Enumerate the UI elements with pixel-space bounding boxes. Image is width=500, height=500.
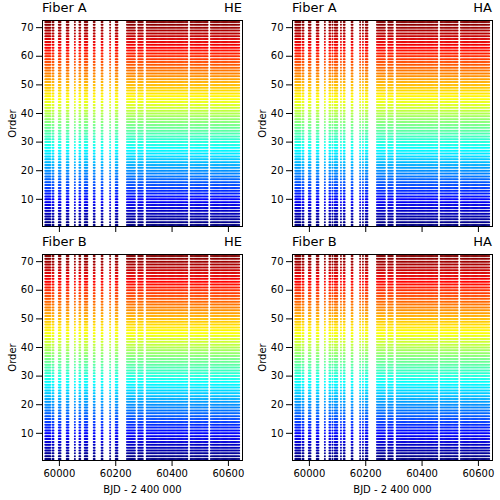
svg-text:70: 70 (271, 256, 284, 267)
svg-text:60: 60 (21, 50, 34, 61)
svg-text:Order: Order (257, 342, 268, 371)
svg-text:60400: 60400 (406, 468, 438, 479)
html-text:Fiber A: Fiber A (42, 0, 87, 15)
svg-text:40: 40 (21, 108, 34, 119)
svg-text:30: 30 (271, 370, 284, 381)
svg-text:30: 30 (21, 370, 34, 381)
svg-text:BJD - 2 400 000: BJD - 2 400 000 (353, 484, 431, 495)
svg-text:70: 70 (21, 22, 34, 33)
svg-text:70: 70 (271, 22, 284, 33)
svg-text:60: 60 (271, 50, 284, 61)
svg-text:20: 20 (271, 399, 284, 410)
html-text:Fiber B: Fiber B (42, 234, 87, 249)
svg-text:Order: Order (257, 108, 268, 137)
svg-text:BJD - 2 400 000: BJD - 2 400 000 (103, 484, 181, 495)
svg-text:40: 40 (21, 342, 34, 353)
svg-text:10: 10 (21, 194, 34, 205)
html-text:HE: HE (224, 0, 242, 15)
html-text:HA: HA (473, 234, 492, 249)
html-text:Fiber B: Fiber B (292, 234, 337, 249)
svg-text:20: 20 (21, 165, 34, 176)
svg-text:60200: 60200 (100, 468, 132, 479)
svg-text:50: 50 (21, 79, 34, 90)
svg-text:50: 50 (271, 79, 284, 90)
svg-text:20: 20 (271, 165, 284, 176)
svg-text:10: 10 (21, 428, 34, 439)
html-text:HA: HA (473, 0, 492, 15)
svg-text:40: 40 (271, 108, 284, 119)
html-text:Fiber A: Fiber A (292, 0, 337, 15)
svg-text:20: 20 (21, 399, 34, 410)
svg-text:Order: Order (7, 342, 18, 371)
html-text:HE: HE (224, 234, 242, 249)
svg-text:70: 70 (21, 256, 34, 267)
svg-text:60600: 60600 (463, 468, 495, 479)
svg-text:50: 50 (21, 313, 34, 324)
svg-text:60600: 60600 (213, 468, 245, 479)
svg-text:10: 10 (271, 194, 284, 205)
svg-text:50: 50 (271, 313, 284, 324)
svg-text:60: 60 (21, 284, 34, 295)
svg-text:40: 40 (271, 342, 284, 353)
svg-text:60000: 60000 (43, 468, 75, 479)
svg-text:60: 60 (271, 284, 284, 295)
svg-text:60000: 60000 (293, 468, 325, 479)
svg-text:Order: Order (7, 108, 18, 137)
svg-text:10: 10 (271, 428, 284, 439)
svg-text:60200: 60200 (350, 468, 382, 479)
svg-text:60400: 60400 (156, 468, 188, 479)
svg-text:30: 30 (271, 136, 284, 147)
svg-text:30: 30 (21, 136, 34, 147)
